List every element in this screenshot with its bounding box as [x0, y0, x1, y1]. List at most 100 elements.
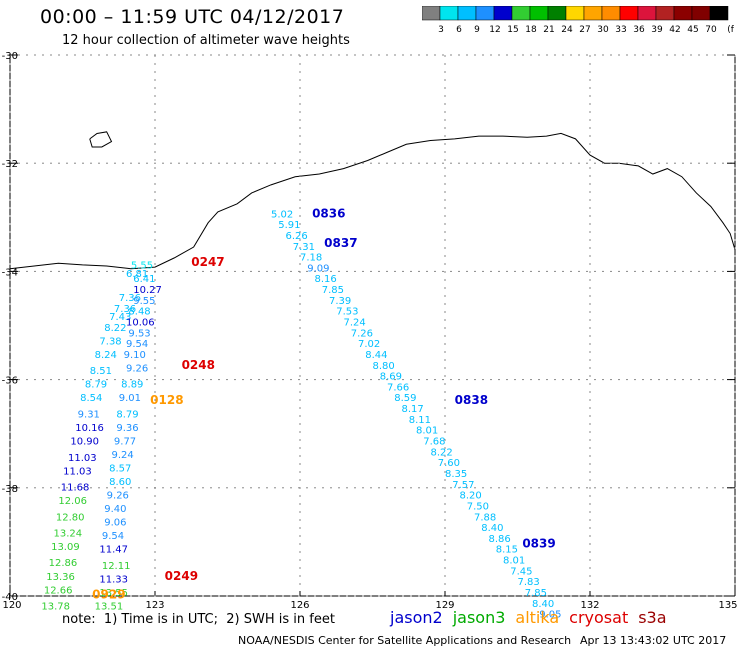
colorbar-label: 15	[507, 25, 518, 35]
map-axes: 120 123 126 129 132 135 -30 -32 -34 -36 -38 -40	[2, 51, 738, 611]
swh-value: 5.91	[278, 220, 300, 231]
lat-tick-label: -36	[2, 376, 18, 387]
swh-value: 8.20	[460, 491, 482, 502]
swh-value: 9.40	[104, 504, 126, 515]
swh-value: 7.24	[344, 318, 366, 329]
swh-value: 9.55	[133, 296, 155, 307]
swh-value: 7.18	[300, 253, 322, 264]
swh-value: 8.57	[109, 464, 131, 475]
lon-tick-label: 135	[718, 600, 737, 611]
lat-tick-label: -38	[2, 484, 18, 495]
swh-value: 8.22	[431, 447, 453, 458]
legend-item-jason2: jason2	[390, 608, 443, 627]
pass-time-label: 0838	[455, 393, 488, 407]
swh-value: 8.51	[90, 366, 112, 377]
swh-value: 8.40	[532, 599, 554, 610]
swh-value: 9.01	[119, 393, 141, 404]
swh-value: 9.24	[112, 450, 134, 461]
swh-value: 9.54	[102, 531, 124, 542]
swh-value: 9.54	[126, 339, 148, 350]
lon-tick-label: 123	[145, 600, 164, 611]
swh-value: 8.59	[394, 393, 416, 404]
swh-value: 7.88	[474, 512, 496, 523]
map-title: 00:00 – 11:59 UTC 04/12/2017	[40, 6, 345, 28]
swh-value: 12.11	[102, 561, 131, 572]
swh-value: 8.01	[503, 556, 525, 567]
swh-value: 9.77	[114, 437, 136, 448]
lon-tick-label: 126	[290, 600, 309, 611]
swh-value: 8.60	[109, 477, 131, 488]
swh-value: 8.69	[380, 372, 402, 383]
pass-time-labels: 0836 0837 0838 0839 0247 0248 0249 0128 0929	[92, 206, 556, 601]
pass-time-label: 0249	[165, 569, 198, 583]
swh-value: 7.85	[525, 588, 547, 599]
lon-tick-label: 120	[2, 600, 21, 611]
swh-value: 7.83	[518, 577, 540, 588]
pass-time-label: 0836	[312, 206, 345, 220]
swh-value: 7.02	[358, 339, 380, 350]
swh-value: 8.01	[416, 426, 438, 437]
swh-value: 9.09	[307, 263, 329, 274]
swh-value: 13.51	[95, 602, 124, 613]
swh-value: 10.16	[75, 423, 104, 434]
observation-labels: 5.025.916.267.317.189.098.167.857.397.53…	[41, 209, 561, 620]
colorbar-label: 12	[489, 25, 500, 35]
swh-value: 13.36	[46, 572, 75, 583]
swh-value: 9.26	[107, 491, 129, 502]
swh-value: 8.24	[95, 350, 117, 361]
swh-value: 13.55	[99, 588, 128, 599]
swh-value: 11.47	[99, 545, 128, 556]
swh-value: 8.48	[128, 307, 150, 318]
colorbar-unit: (ft)	[727, 25, 734, 35]
lon-tick-label: 132	[580, 600, 599, 611]
colorbar-label: 42	[669, 25, 680, 35]
swh-value: 9.36	[116, 423, 138, 434]
swh-value: 8.86	[489, 534, 511, 545]
island-outline	[89, 131, 113, 148]
swh-value: 7.68	[423, 437, 445, 448]
pass-time-label: 0128	[150, 393, 183, 407]
pass-time-label: 0247	[191, 255, 224, 269]
swh-value: 7.57	[452, 480, 474, 491]
swh-value: 7.38	[99, 336, 121, 347]
swh-value: 12.86	[49, 558, 78, 569]
pass-time-label: 0248	[182, 358, 215, 372]
lat-tick-label: -34	[2, 267, 18, 278]
swh-value: 6.41	[133, 274, 155, 285]
swh-value: 7.66	[387, 382, 409, 393]
swh-value: 7.36	[114, 304, 136, 315]
swh-value: 10.06	[126, 318, 155, 329]
swh-value: 8.17	[402, 404, 424, 415]
colorbar-label: 21	[543, 25, 554, 35]
units-note: note: 1) Time is in UTC; 2) SWH is in fe…	[62, 612, 335, 627]
swh-value: 8.79	[116, 409, 138, 420]
colorbar-label: 36	[633, 25, 645, 35]
lon-tick-label: 129	[435, 600, 454, 611]
swh-value: 8.11	[409, 415, 431, 426]
swh-value: 9.26	[126, 363, 148, 374]
colorbar-label: 9	[474, 25, 480, 35]
swh-value: 13.78	[41, 602, 70, 613]
colorbar-label: 70	[705, 25, 717, 35]
swh-value: 7.60	[438, 458, 460, 469]
swh-value: 7.26	[351, 328, 373, 339]
swh-value: 5.02	[271, 209, 293, 220]
swh-value: 7.85	[322, 285, 344, 296]
colorbar-label: 18	[525, 25, 537, 35]
swh-value: 7.43	[109, 312, 131, 323]
swh-value: 10.90	[70, 437, 99, 448]
swh-value: 12.66	[44, 585, 73, 596]
swh-value: 9.06	[104, 518, 126, 529]
swh-value: 9.53	[128, 328, 150, 339]
swh-value: 7.39	[329, 296, 351, 307]
swh-value: 13.09	[51, 542, 80, 553]
swh-value: 9.05	[539, 610, 561, 621]
legend-item-jason3: jason3	[452, 608, 506, 627]
swh-value: 7.31	[293, 242, 315, 253]
colorbar-label: 39	[651, 25, 663, 35]
colorbar-label: 33	[615, 25, 626, 35]
swh-value: 9.31	[78, 409, 100, 420]
swh-value: 7.53	[336, 307, 358, 318]
colorbar-swatch	[709, 6, 729, 21]
